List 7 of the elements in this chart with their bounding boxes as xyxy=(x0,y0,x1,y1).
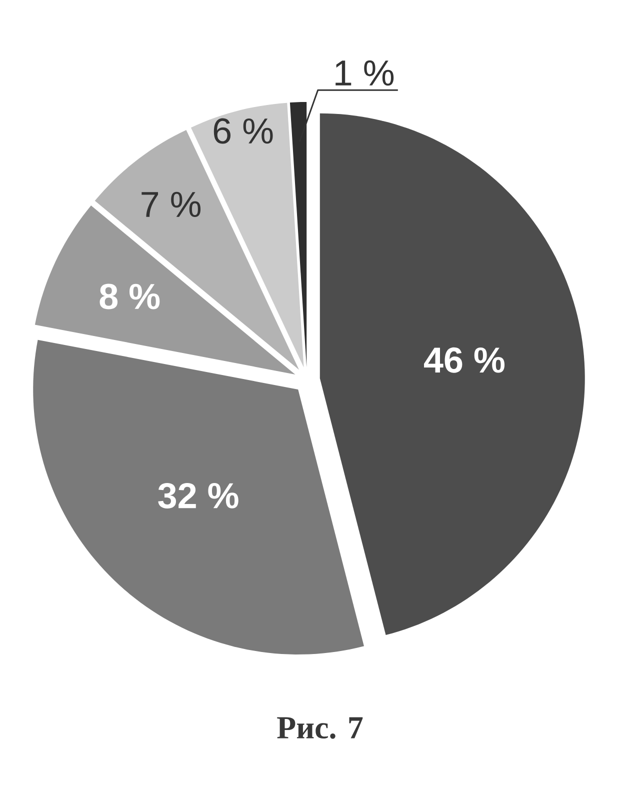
text: Рис. 7 xyxy=(277,717,363,739)
data-label: 8 % xyxy=(100,284,160,310)
data-label: 32 % xyxy=(158,482,238,508)
data-label: 7 % xyxy=(142,192,201,218)
data-label: 46 % xyxy=(424,347,505,373)
data-label: 6 % xyxy=(214,118,273,144)
data-label: 1 % xyxy=(336,60,394,86)
